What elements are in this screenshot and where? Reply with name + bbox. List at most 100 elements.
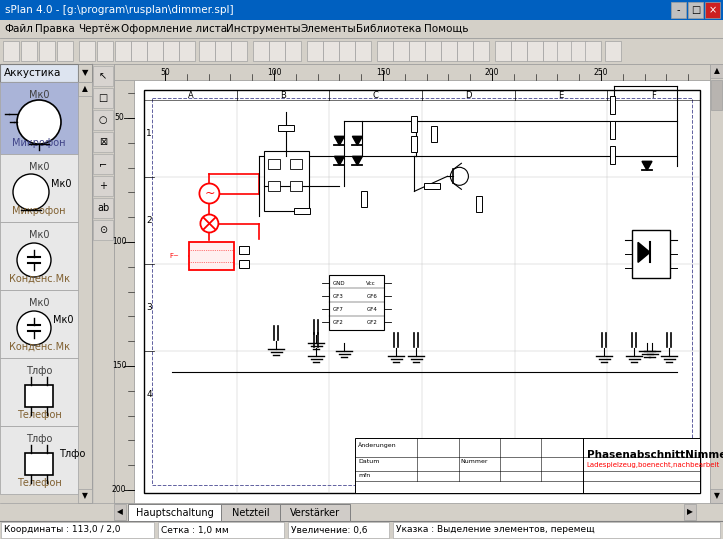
Circle shape (450, 167, 469, 185)
Text: ⊠: ⊠ (99, 137, 107, 147)
Text: Ladespielzeug,boenecht,nachbearbeit: Ladespielzeug,boenecht,nachbearbeit (587, 462, 720, 468)
Bar (39, 41, 55, 61)
Text: Библиотека: Библиотека (356, 24, 422, 34)
Text: Указка : Выделение элементов, перемещ: Указка : Выделение элементов, перемещ (396, 526, 594, 535)
Text: Микрофон: Микрофон (12, 206, 66, 216)
Text: Оформление листа: Оформление листа (121, 24, 227, 34)
Bar (307, 41, 323, 61)
Text: Datum: Datum (359, 459, 380, 464)
Bar (239, 245, 249, 253)
Text: C: C (373, 91, 379, 100)
Bar (25, 453, 53, 475)
Bar (78, 64, 92, 82)
Bar (280, 504, 350, 521)
Bar (93, 66, 113, 86)
Text: ~: ~ (204, 187, 215, 200)
Text: GF2: GF2 (333, 320, 343, 325)
Text: Hauptschaltung: Hauptschaltung (136, 508, 213, 518)
Bar (25, 385, 53, 407)
Bar (199, 41, 215, 61)
Text: ×: × (709, 5, 716, 15)
Bar (114, 64, 710, 80)
Bar (189, 241, 234, 270)
Bar (3, 41, 19, 61)
Circle shape (200, 215, 218, 232)
Bar (0, 154, 78, 222)
Bar (134, 80, 710, 503)
Bar (128, 504, 221, 521)
Text: Чертёж: Чертёж (78, 24, 120, 34)
Bar (473, 41, 489, 61)
Text: Элементы: Элементы (301, 24, 356, 34)
Bar (269, 41, 285, 61)
Bar (93, 110, 113, 130)
Text: 100: 100 (112, 238, 127, 246)
Text: Мк0: Мк0 (51, 179, 72, 189)
Bar (393, 522, 720, 538)
Text: Nummer: Nummer (461, 459, 488, 464)
Text: ◀: ◀ (117, 508, 123, 516)
Polygon shape (352, 136, 362, 146)
Bar (291, 181, 302, 191)
Text: Änderungen: Änderungen (359, 442, 397, 448)
Bar (294, 208, 310, 215)
Bar (93, 132, 113, 152)
Bar (411, 136, 417, 153)
Text: ▼: ▼ (714, 492, 719, 501)
Text: PhasenabschnittNimmer: PhasenabschnittNimmer (587, 450, 723, 460)
Bar (0, 64, 92, 503)
Bar (288, 522, 389, 538)
Bar (253, 41, 269, 61)
Bar (79, 41, 95, 61)
Text: 150: 150 (376, 68, 390, 77)
Bar (78, 82, 92, 96)
Text: GF3: GF3 (333, 294, 343, 299)
Text: Аккустика: Аккустика (4, 68, 61, 78)
Text: Телефон: Телефон (17, 478, 61, 488)
Bar (557, 41, 573, 61)
Circle shape (17, 243, 51, 277)
Text: Netzteil: Netzteil (231, 508, 269, 518)
Text: Микрофон: Микрофон (12, 138, 66, 148)
Polygon shape (642, 161, 652, 170)
Bar (710, 64, 723, 78)
Text: □: □ (98, 93, 108, 103)
Text: Увеличение: 0,6: Увеличение: 0,6 (291, 526, 367, 535)
Bar (688, 2, 703, 18)
Text: D: D (465, 91, 471, 100)
Polygon shape (335, 156, 344, 165)
Bar (1, 522, 154, 538)
Text: GND: GND (333, 281, 345, 286)
Bar (610, 96, 615, 114)
Text: Конденс.Мк: Конденс.Мк (9, 342, 69, 352)
Bar (0, 64, 78, 82)
Bar (711, 80, 722, 110)
Bar (409, 41, 425, 61)
Bar (78, 82, 92, 503)
Bar (355, 438, 700, 493)
Bar (710, 489, 723, 503)
Text: 4: 4 (146, 390, 152, 399)
Bar (705, 2, 720, 18)
Text: sPlan 4.0 - [g:\program\rusplan\dimmer.spl]: sPlan 4.0 - [g:\program\rusplan\dimmer.s… (5, 5, 234, 15)
Circle shape (13, 174, 49, 210)
Bar (158, 522, 284, 538)
Bar (610, 146, 615, 164)
Bar (355, 41, 371, 61)
Text: 150: 150 (112, 362, 127, 370)
Text: +: + (99, 181, 107, 191)
Text: Телефон: Телефон (17, 410, 61, 420)
Text: -: - (677, 5, 680, 15)
Text: Сетка : 1,0 мм: Сетка : 1,0 мм (161, 526, 228, 535)
Text: B: B (280, 91, 286, 100)
Text: E: E (558, 91, 564, 100)
Bar (495, 41, 511, 61)
Bar (377, 41, 393, 61)
Circle shape (200, 183, 219, 204)
Bar (221, 504, 280, 521)
Bar (231, 41, 247, 61)
Bar (632, 230, 670, 278)
Bar (0, 20, 723, 38)
Text: GF4: GF4 (367, 307, 377, 312)
Text: 1: 1 (146, 129, 152, 138)
